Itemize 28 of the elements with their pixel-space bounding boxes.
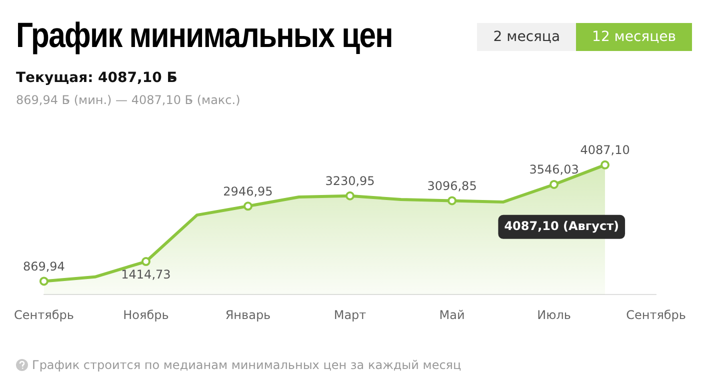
point xyxy=(550,180,559,189)
text: 869,94 Б̵ (мин.) — 4087,10 Б̵ (макс.) xyxy=(16,93,240,107)
data-label: 3546,03 xyxy=(529,162,579,177)
point xyxy=(243,202,252,211)
x-tick-label: Январь xyxy=(225,308,271,322)
point xyxy=(39,276,48,286)
toggle-button: 2 месяца xyxy=(477,23,576,51)
data-label: 1414,73 xyxy=(121,268,171,282)
annotation: 4087,10 (Август) xyxy=(504,219,620,234)
data-label: 3096,85 xyxy=(427,178,477,193)
chart-subtitle: Текущая: 4087,10 Б̵ xyxy=(16,70,178,86)
toggle-button: 12 месяцев xyxy=(576,23,692,51)
point xyxy=(448,196,457,206)
data-label: 869,94 xyxy=(22,259,65,274)
x-tick-label: Май xyxy=(439,308,465,322)
data-label: 4087,10 xyxy=(580,143,630,158)
x-tick-label: Март xyxy=(334,308,366,322)
point xyxy=(141,257,150,266)
point xyxy=(600,160,610,170)
x-tick-label: Июль xyxy=(537,308,571,322)
x-tick-label: Ноябрь xyxy=(123,308,169,322)
data-label: 2946,95 xyxy=(223,184,273,198)
point xyxy=(346,191,354,200)
x-tick-label: Сентябрь xyxy=(14,308,74,322)
data-label: 3230,95 xyxy=(325,174,375,188)
chart-title: График минимальных цен xyxy=(16,16,393,56)
text: График строится по медианам минимальных цен за каждый месяц xyxy=(32,358,462,372)
x-tick-label: Сентябрь xyxy=(626,308,686,322)
